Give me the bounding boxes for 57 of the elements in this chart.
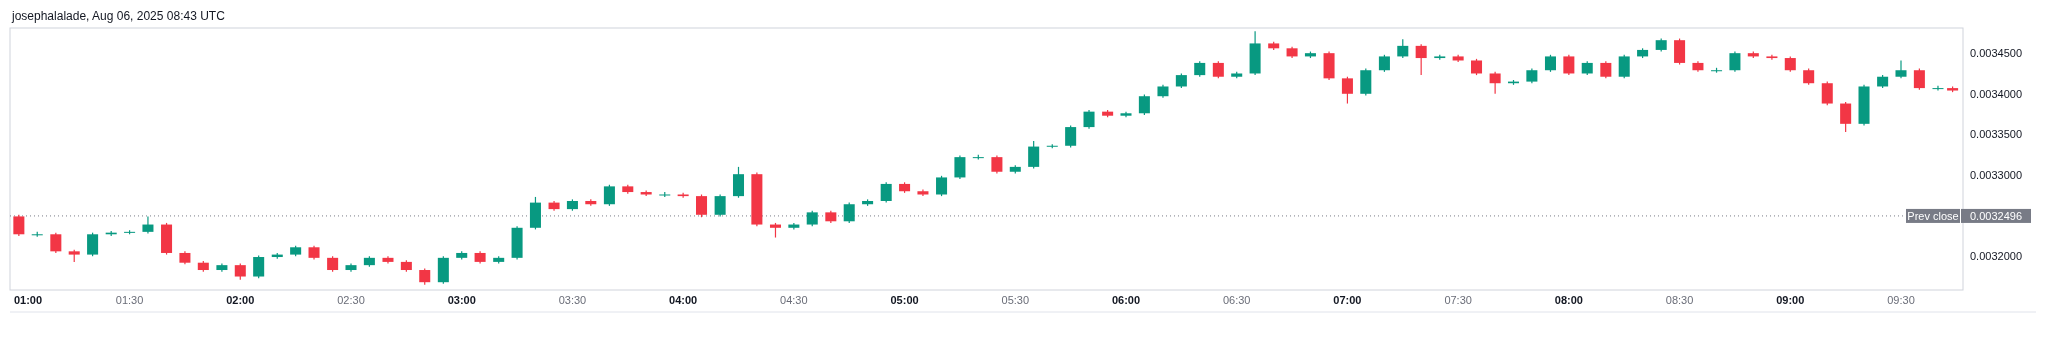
candlestick [1913,68,1925,91]
candlestick [1415,43,1427,76]
text: 0.0032496 [1970,209,2022,222]
candlestick [13,214,25,237]
x-tick-label: 09:00 [1776,294,1805,306]
candlestick [1840,101,1852,133]
y-tick-label: 0.0033000 [1970,169,2022,181]
x-tick-label: 01:00 [13,294,43,306]
candlestick [1489,71,1501,95]
x-tick-label: 06:00 [1111,294,1141,306]
candlestick [1360,68,1372,97]
candlestick [732,166,745,199]
candlestick [87,232,99,257]
candlestick [253,254,265,279]
candlestick [1065,124,1077,148]
candlestick [142,215,154,235]
candlestick [1138,94,1150,116]
candlestick [843,202,855,224]
x-tick-label: 02:30 [337,294,365,306]
candlestick [954,154,966,180]
x-tick-label: 09:30 [1887,294,1915,306]
y-tick-label: 0.0033500 [1970,128,2022,141]
candlestick [1618,54,1630,79]
x-tick-label: 07:30 [1444,294,1472,306]
x-tick-label: 07:00 [1333,294,1362,306]
x-tick-label: 04:30 [780,294,808,306]
y-tick-label: 0.0034000 [1970,87,2022,100]
candlestick [1821,81,1833,106]
candlestick [714,193,726,218]
x-tick-label: 03:00 [447,294,476,306]
candlestick [1674,37,1686,66]
x-tick-label: 08:00 [1554,294,1583,306]
x-tick-label: 05:30 [1001,294,1030,306]
chart-title: josephalalade, Aug 06, 2025 08:43 UTC [11,9,226,23]
ref-line-label: Prev close [1907,209,1959,222]
candlestick [1083,109,1095,130]
x-tick-label: 06:30 [1222,294,1251,306]
candlestick [936,175,948,197]
candlestick [1341,76,1353,105]
candlestick [696,193,708,218]
x-tick-label: 02:00 [226,294,255,306]
candlestick [880,181,892,204]
candlestick [1397,38,1409,59]
candlestick [50,232,62,254]
x-tick-label: 08:30 [1665,294,1694,306]
x-tick-label: 05:00 [890,294,919,306]
y-tick-label: 0.0034500 [1970,47,2022,60]
candlestick [1932,85,1944,92]
candlestick [1563,54,1575,76]
candlestick [1028,140,1040,170]
candlestick [603,184,615,207]
x-tick-label: 04:00 [669,294,698,306]
candlestick [1895,59,1907,79]
y-tick-label: 0.0032000 [1970,250,2022,263]
x-tick-label: 01:30 [115,294,144,306]
x-tick-label: 03:30 [558,294,587,306]
candlestick [1729,50,1741,73]
